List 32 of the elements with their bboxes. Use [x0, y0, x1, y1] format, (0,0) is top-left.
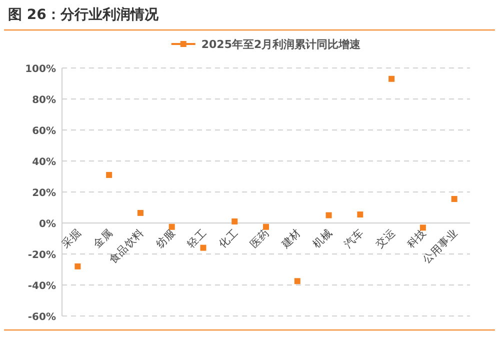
x-tick-label: 机械	[310, 226, 335, 251]
y-tick-label: -60%	[28, 312, 56, 323]
x-tick-label: 化工	[216, 226, 241, 251]
y-tick-label: 40%	[32, 157, 56, 168]
y-tick-label: 20%	[32, 188, 56, 199]
x-tick-label: 交运	[372, 226, 398, 251]
y-tick-label: 0%	[39, 219, 56, 230]
x-tick-label: 汽车	[342, 226, 366, 251]
y-tick-label: -40%	[28, 281, 56, 292]
y-tick-label: -20%	[28, 250, 56, 261]
x-tick-label: 建材	[278, 226, 304, 252]
x-tick-label: 轻工	[185, 226, 210, 251]
point	[294, 278, 300, 284]
chart-title: 图 26：分行业利润情况	[8, 6, 160, 23]
y-tick-label: 60%	[32, 126, 56, 137]
y-tick-label: 80%	[32, 95, 56, 106]
point	[388, 76, 395, 82]
point	[74, 263, 81, 270]
x-tick-label: 采掘	[59, 226, 84, 251]
point	[451, 196, 458, 202]
x-tick-label: 医药	[247, 226, 272, 251]
point	[357, 211, 364, 218]
point	[137, 210, 144, 216]
point	[200, 244, 206, 251]
x-tick-label: 科技	[405, 226, 430, 251]
x-tick-label: 金属	[91, 226, 116, 251]
point	[232, 218, 238, 224]
x-tick-label: 纺服	[153, 226, 178, 251]
point	[106, 172, 112, 178]
legend-label: 2025年至2月利润累计同比增速	[201, 38, 362, 51]
point	[326, 212, 332, 218]
y-tick-label: 100%	[25, 64, 56, 75]
